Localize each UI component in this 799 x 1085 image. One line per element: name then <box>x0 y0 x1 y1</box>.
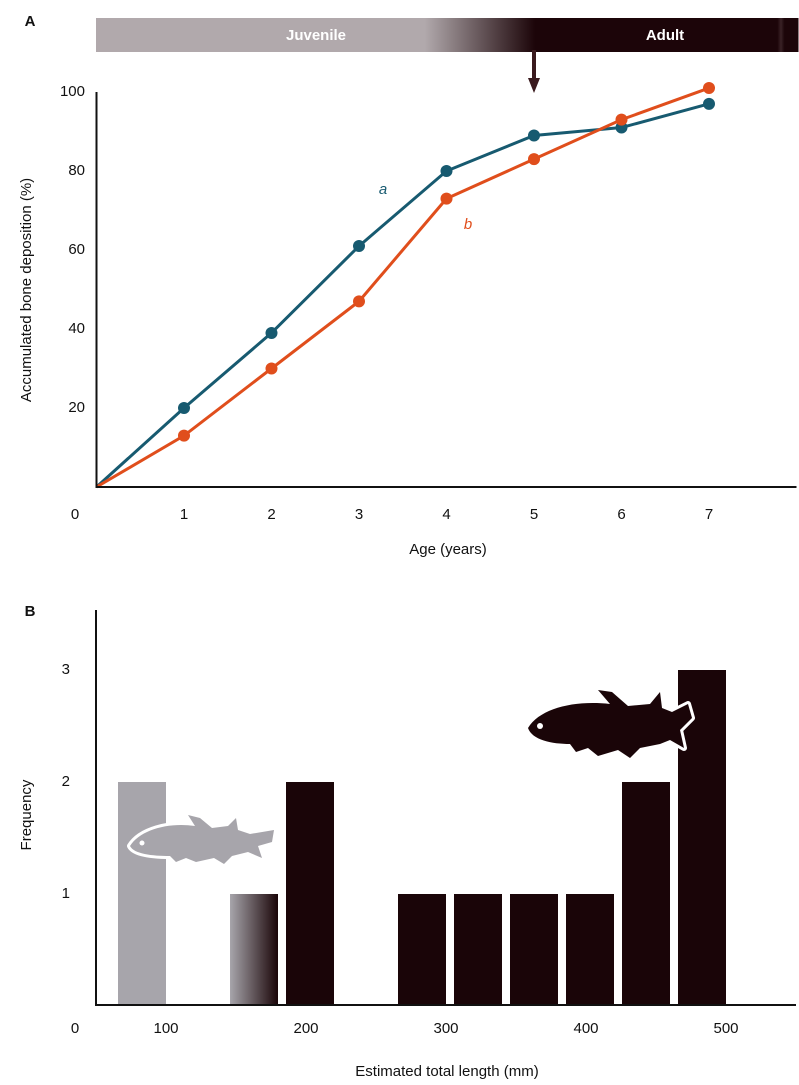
y-tick-label: 60 <box>68 241 85 258</box>
x-tick-label: 5 <box>530 506 538 523</box>
histogram-bar <box>622 782 670 1006</box>
y-tick-label: 2 <box>62 773 70 790</box>
x-tick-label: 2 <box>267 506 275 523</box>
y-tick-label: 1 <box>62 885 70 902</box>
panel-label: A <box>25 13 36 30</box>
x-tick-label: 4 <box>442 506 450 523</box>
y-axis-title: Accumulated bone deposition (%) <box>18 178 35 402</box>
series-point <box>353 295 365 307</box>
histogram-bar <box>510 894 558 1006</box>
stage-label: Adult <box>646 27 684 44</box>
series-point <box>353 240 365 252</box>
x-tick-label: 3 <box>355 506 363 523</box>
x-tick-label: 100 <box>153 1020 178 1037</box>
x-tick-label: 200 <box>293 1020 318 1037</box>
histogram-bar <box>118 782 166 1006</box>
x-tick-label: 400 <box>573 1020 598 1037</box>
x-tick-label: 1 <box>180 506 188 523</box>
adult-fish-icon <box>528 690 692 758</box>
x-tick-label: 7 <box>705 506 713 523</box>
y-tick-label: 80 <box>68 162 85 179</box>
series-point <box>441 165 453 177</box>
series-point <box>178 430 190 442</box>
x-tick-label: 300 <box>433 1020 458 1037</box>
series-point <box>703 82 715 94</box>
x-axis-title: Estimated total length (mm) <box>355 1063 538 1080</box>
series-line <box>97 104 710 487</box>
series-label: a <box>379 181 387 198</box>
series-point <box>528 153 540 165</box>
series-point <box>528 129 540 141</box>
stage-label: Juvenile <box>286 27 346 44</box>
figure: AJuvenileAdult2040608010001234567Age (ye… <box>0 0 799 1085</box>
y-axis-title: Frequency <box>18 779 35 850</box>
histogram-bar <box>230 894 278 1006</box>
histogram-bar <box>286 782 334 1006</box>
transition-arrow-head <box>528 78 540 93</box>
x-axis-title: Age (years) <box>409 541 487 558</box>
histogram-bar <box>398 894 446 1006</box>
histogram-bar <box>566 894 614 1006</box>
y-tick-label: 3 <box>62 661 70 678</box>
x-tick-label: 6 <box>617 506 625 523</box>
series-point <box>266 327 278 339</box>
page: {"chart_data": [ {"type": "line", "panel… <box>0 0 799 1085</box>
series-line <box>97 88 710 487</box>
stage-bar <box>96 18 799 52</box>
series-point <box>703 98 715 110</box>
origin-label: 0 <box>71 1020 79 1037</box>
y-tick-label: 40 <box>68 320 85 337</box>
series-point <box>616 114 628 126</box>
y-tick-label: 100 <box>60 83 85 100</box>
series-point <box>178 402 190 414</box>
panel-label: B <box>25 603 36 620</box>
x-tick-label: 0 <box>71 506 79 523</box>
series-label: b <box>464 216 472 233</box>
x-tick-label: 500 <box>713 1020 738 1037</box>
y-tick-label: 20 <box>68 399 85 416</box>
histogram-bar <box>454 894 502 1006</box>
series-point <box>266 363 278 375</box>
series-point <box>441 193 453 205</box>
